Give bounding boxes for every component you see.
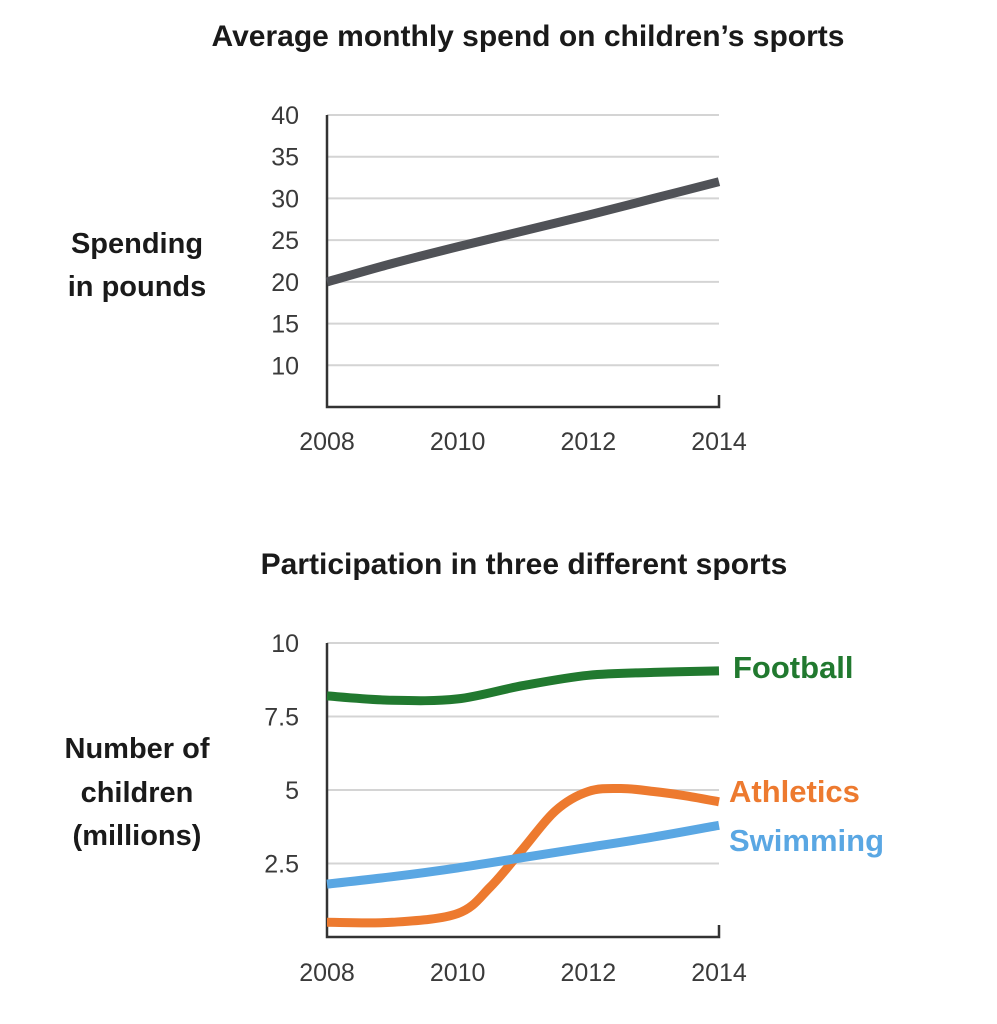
spending-chart: Average monthly spend on children’s spor… xyxy=(68,20,845,456)
legend-athletics: Athletics xyxy=(729,774,860,809)
series-line-football xyxy=(326,666,720,706)
y-axis-label-line-3: (millions) xyxy=(73,820,202,852)
chart-title: Participation in three different sports xyxy=(261,548,788,581)
series-lines xyxy=(326,666,720,928)
series-lines xyxy=(325,177,721,287)
y-axis-label-line-2: in pounds xyxy=(68,271,207,303)
x-tick-labels: 2008 2010 2012 2014 xyxy=(299,428,747,456)
series-line-athletics xyxy=(326,783,720,928)
chart-title: Average monthly spend on children’s spor… xyxy=(212,20,845,53)
x-tick-label: 2012 xyxy=(561,959,617,987)
x-tick-label: 2010 xyxy=(430,428,486,456)
y-tick-label: 20 xyxy=(271,269,299,297)
y-axis-label-line-1: Number of xyxy=(65,733,210,765)
series-line-spending xyxy=(325,177,721,287)
gridlines xyxy=(327,114,719,367)
series-line-swimming xyxy=(326,820,720,889)
x-tick-label: 2010 xyxy=(430,959,486,987)
y-tick-labels: 2.5 5 7.5 10 xyxy=(264,630,299,879)
x-tick-label: 2008 xyxy=(299,428,355,456)
axis-lines xyxy=(325,643,721,939)
legend: Football Athletics Swimming xyxy=(729,650,884,858)
x-tick-label: 2008 xyxy=(299,959,355,987)
participation-chart: Participation in three different sports … xyxy=(65,548,885,987)
legend-swimming: Swimming xyxy=(729,823,884,858)
y-tick-label: 5 xyxy=(285,777,299,805)
axis-lines xyxy=(325,115,721,409)
y-tick-label: 15 xyxy=(271,311,299,339)
y-tick-labels: 10 15 20 25 30 35 40 xyxy=(271,102,299,380)
y-axis-label-line-2: children xyxy=(81,777,194,809)
x-tick-label: 2014 xyxy=(691,959,747,987)
legend-football: Football xyxy=(733,650,854,685)
y-tick-label: 7.5 xyxy=(264,704,299,732)
y-axis-label-line-1: Spending xyxy=(71,228,203,260)
x-tick-labels: 2008 2010 2012 2014 xyxy=(299,959,747,987)
y-tick-label: 10 xyxy=(271,352,299,380)
x-tick-label: 2012 xyxy=(561,428,617,456)
x-tick-label: 2014 xyxy=(691,428,747,456)
y-tick-label: 40 xyxy=(271,102,299,130)
y-tick-label: 2.5 xyxy=(264,851,299,879)
y-tick-label: 25 xyxy=(271,227,299,255)
y-tick-label: 35 xyxy=(271,144,299,172)
y-tick-label: 10 xyxy=(271,630,299,658)
y-tick-label: 30 xyxy=(271,185,299,213)
